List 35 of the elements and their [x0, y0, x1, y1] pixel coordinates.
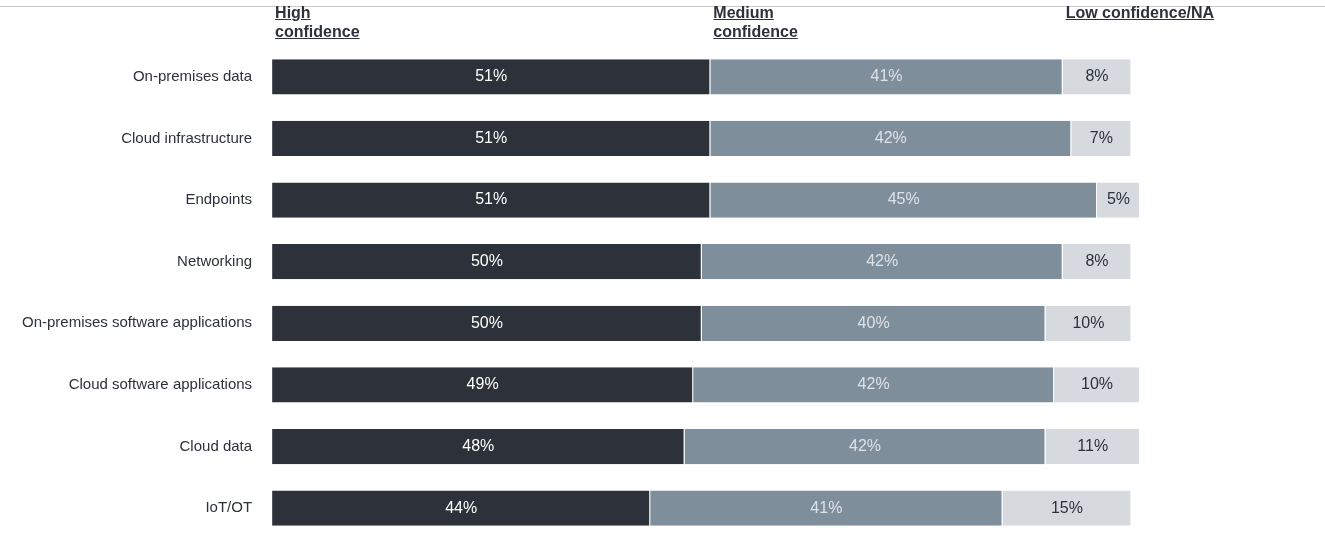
- y-tick-label: On-premises data: [132, 66, 253, 84]
- series-label: Medium confidence: [713, 3, 799, 41]
- data-label: 51%: [475, 128, 508, 146]
- data-label: 10%: [1072, 313, 1105, 331]
- data-label: 41%: [810, 498, 843, 516]
- data-label: 42%: [866, 252, 899, 270]
- data-label: 50%: [470, 313, 503, 331]
- y-tick-label: On-premises software applications: [21, 313, 253, 331]
- data-label: 8%: [1085, 252, 1109, 270]
- data-label: 49%: [466, 375, 499, 393]
- y-tick-label: Endpoints: [185, 190, 253, 208]
- data-label: 41%: [870, 67, 903, 85]
- data-label: 10%: [1081, 375, 1114, 393]
- data-label: 48%: [462, 436, 495, 454]
- y-tick-label: Networking: [177, 251, 253, 269]
- data-label: 45%: [887, 190, 920, 208]
- data-label: 15%: [1050, 498, 1083, 516]
- data-label: 5%: [1106, 190, 1131, 208]
- y-tick-label: Cloud infrastructure: [121, 128, 253, 146]
- data-label: 42%: [857, 375, 890, 393]
- series-label: High confidence: [275, 3, 361, 41]
- y-tick-label: IoT/OT: [205, 498, 253, 516]
- data-label: 42%: [874, 128, 907, 146]
- data-label: 42%: [849, 436, 882, 454]
- data-label: 40%: [857, 313, 890, 331]
- data-label: 44%: [445, 498, 478, 516]
- y-tick-label: Cloud data: [179, 436, 253, 454]
- y-tick-label: Cloud software applications: [68, 375, 253, 393]
- data-label: 51%: [475, 67, 508, 85]
- data-label: 8%: [1085, 67, 1109, 85]
- text: Low confidence/NA: [1065, 3, 1216, 22]
- data-label: 7%: [1089, 128, 1113, 146]
- data-label: 11%: [1077, 436, 1109, 454]
- data-label: 51%: [475, 190, 508, 208]
- data-label: 50%: [470, 252, 503, 270]
